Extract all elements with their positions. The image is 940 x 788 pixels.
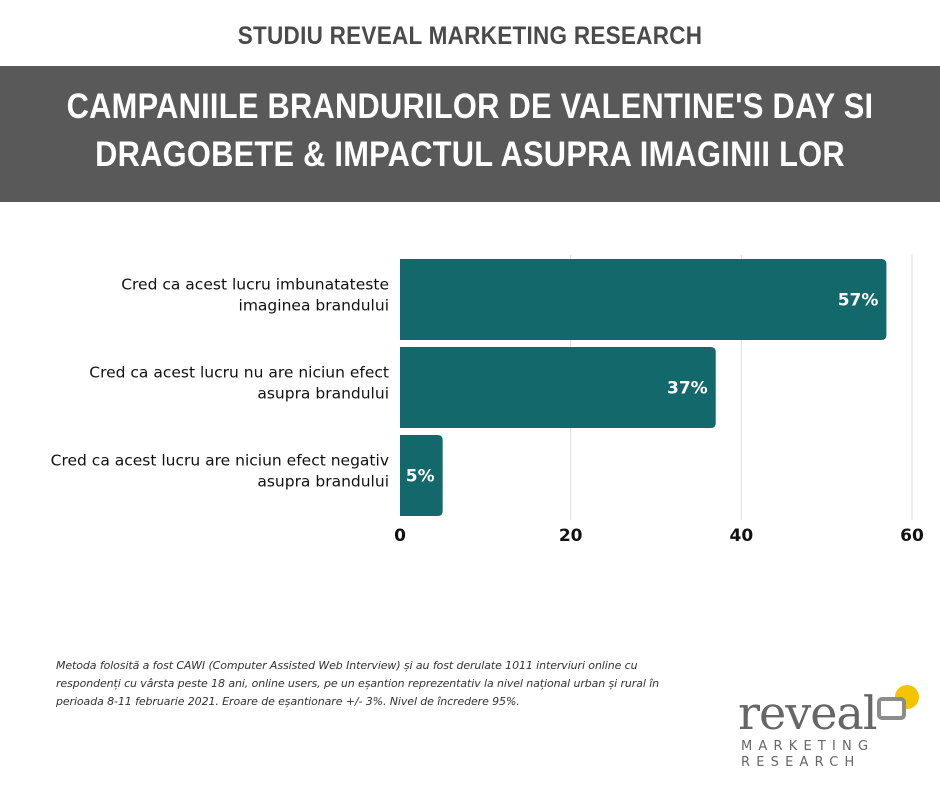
label-layer: 57% Cred ca acest lucru imbunatateste imag… bbox=[51, 276, 879, 491]
logo-mark-icon bbox=[877, 685, 919, 720]
bar-chart: 57% Cred ca acest lucru imbunatateste imag… bbox=[51, 255, 924, 546]
category-label: imaginea brandului bbox=[239, 297, 389, 315]
methodology-note: Metoda folosită a fost CAWI (Computer As… bbox=[56, 659, 660, 708]
bar bbox=[400, 259, 887, 340]
data-label: 57% bbox=[838, 291, 879, 311]
category-label: asupra brandului bbox=[257, 385, 389, 403]
bar bbox=[400, 435, 443, 516]
logo-line-research: RESEARCH bbox=[741, 755, 861, 770]
x-tick-label: 60 bbox=[900, 526, 924, 546]
study-kicker: STUDIU REVEAL MARKETING RESEARCH bbox=[237, 22, 703, 50]
data-label: 5% bbox=[406, 467, 435, 487]
x-tick-label: 40 bbox=[729, 526, 753, 546]
reveal-logo: reveal MARKETING RESEARCH bbox=[735, 680, 925, 780]
logo-line-marketing: MARKETING bbox=[741, 739, 875, 754]
x-tick-label: 20 bbox=[559, 526, 583, 546]
category-label: Cred ca acest lucru are niciun efect neg… bbox=[51, 452, 389, 470]
tick-layer: 0 20 40 60 bbox=[394, 526, 924, 546]
title-banner: CAMPANIILE BRANDURILOR DE VALENTINE'S DA… bbox=[0, 66, 940, 202]
x-tick-label: 0 bbox=[394, 526, 406, 546]
data-label: 37% bbox=[667, 379, 708, 399]
logo-wordmark: reveal bbox=[738, 686, 878, 740]
category-label: Cred ca acest lucru nu are niciun efect bbox=[89, 364, 389, 382]
title-line-2: DRAGOBETE & IMPACTUL ASUPRA IMAGINII LOR bbox=[95, 135, 845, 174]
category-label: asupra brandului bbox=[257, 473, 389, 491]
title-line-1: CAMPANIILE BRANDURILOR DE VALENTINE'S DA… bbox=[66, 87, 874, 126]
bar bbox=[400, 347, 716, 428]
category-label: Cred ca acest lucru imbunatateste bbox=[121, 276, 389, 294]
bar-layer bbox=[400, 259, 887, 516]
